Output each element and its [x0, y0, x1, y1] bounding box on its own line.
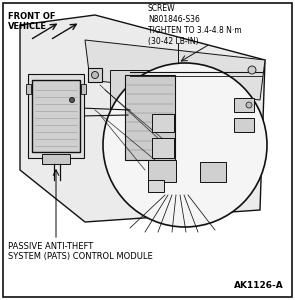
Text: FRONT OF
VEHICLE: FRONT OF VEHICLE — [8, 12, 55, 32]
Circle shape — [248, 66, 256, 74]
Bar — [28, 74, 84, 158]
Polygon shape — [20, 15, 265, 222]
Polygon shape — [85, 40, 265, 100]
Bar — [148, 160, 176, 182]
Bar — [234, 118, 254, 132]
Text: SCREW
N801846-S36
TIGHTEN TO 3.4-4.8 N·m
(30-42 LB-IN): SCREW N801846-S36 TIGHTEN TO 3.4-4.8 N·m… — [148, 4, 242, 46]
Text: AK1126-A: AK1126-A — [234, 281, 284, 290]
Circle shape — [103, 63, 267, 227]
Bar — [148, 180, 164, 192]
Bar — [81, 84, 86, 94]
Bar — [200, 162, 226, 182]
Circle shape — [91, 71, 99, 79]
Polygon shape — [125, 75, 175, 160]
Circle shape — [70, 98, 75, 103]
Circle shape — [246, 102, 252, 108]
Bar — [88, 68, 102, 82]
Bar — [32, 80, 80, 152]
Text: PASSIVE ANTI-THEFT
SYSTEM (PATS) CONTROL MODULE: PASSIVE ANTI-THEFT SYSTEM (PATS) CONTROL… — [8, 242, 153, 261]
Bar — [152, 138, 174, 158]
Bar — [234, 98, 254, 112]
Bar — [152, 114, 174, 132]
Bar — [42, 154, 70, 164]
Polygon shape — [110, 70, 200, 170]
Bar — [26, 84, 31, 94]
